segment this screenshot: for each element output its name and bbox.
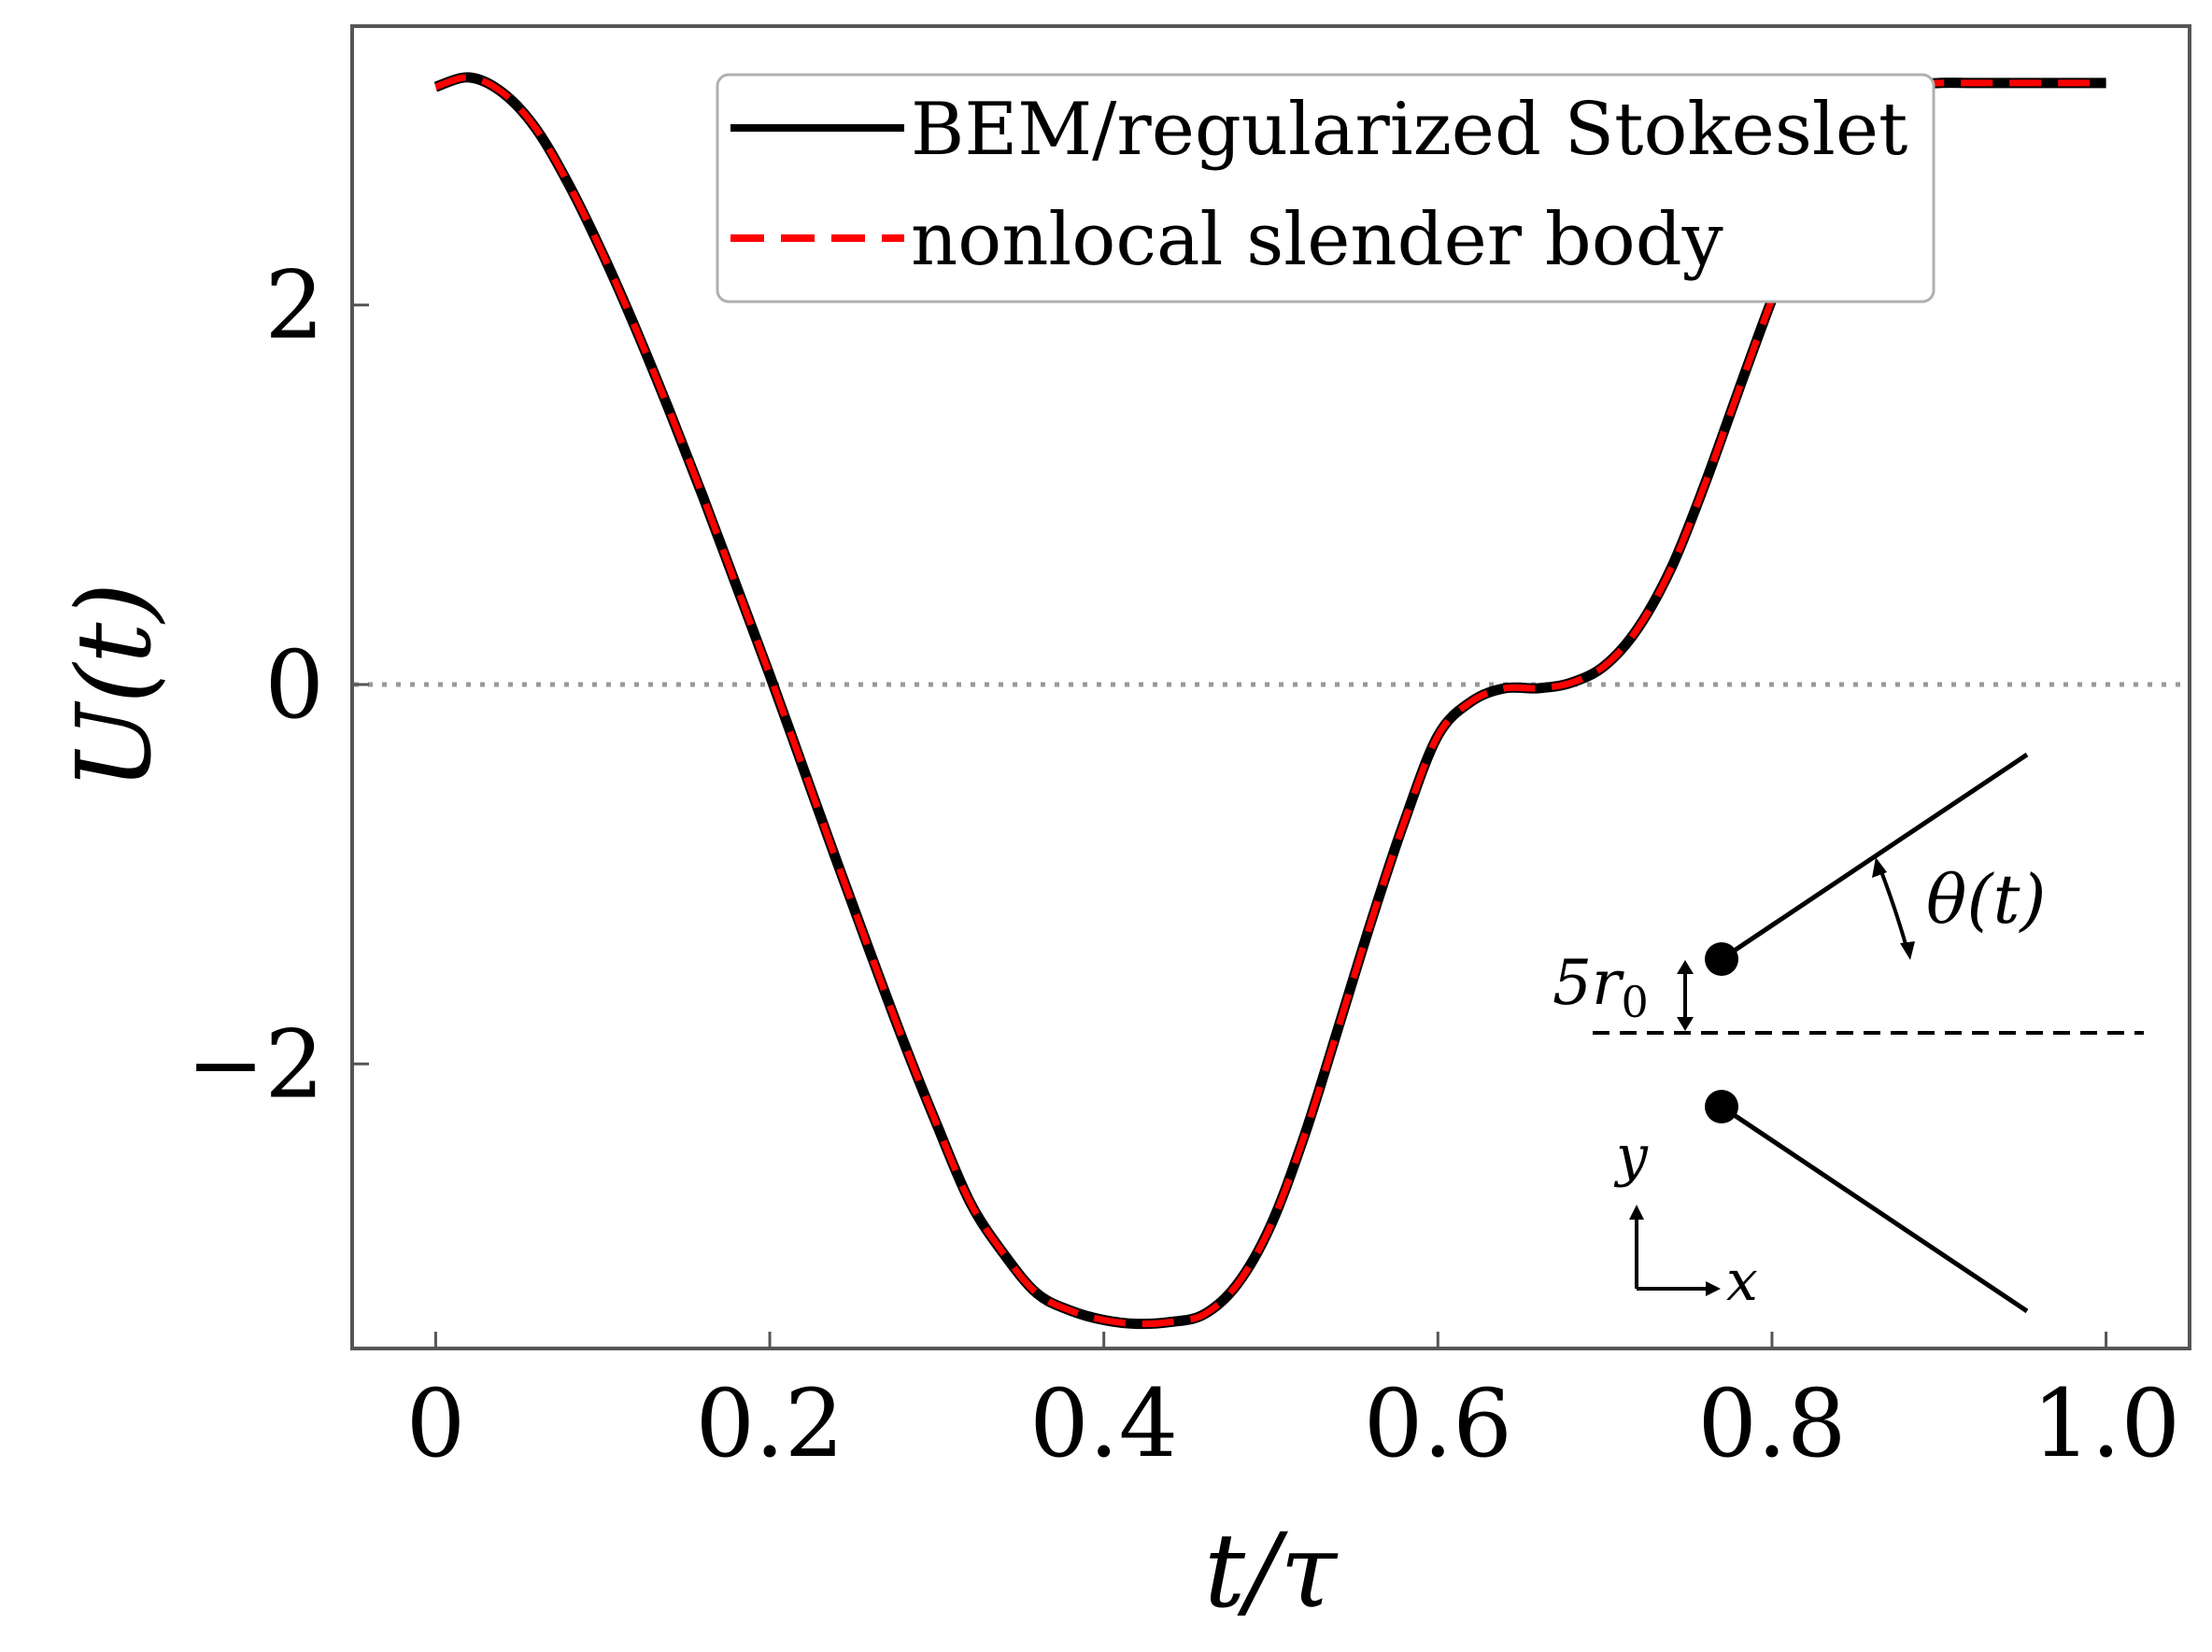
- x-tick-label: 0: [406, 1369, 466, 1478]
- y-axis-label: U(t): [54, 583, 174, 791]
- coord-x-arrow-head: [1706, 1281, 1721, 1296]
- angle-arc-head-top: [1872, 857, 1887, 878]
- axis-ticks: 0 0.2 0.4 0.6 0.8 1.0 2 0 −2: [187, 251, 2181, 1478]
- x-tick-label: 0.8: [1697, 1369, 1846, 1478]
- x-tick-label: 0.6: [1364, 1369, 1512, 1478]
- angle-label: θ(t): [1926, 860, 2046, 939]
- x-tick-label: 0.4: [1029, 1369, 1178, 1478]
- coord-y-arrow-head: [1629, 1205, 1644, 1220]
- coord-x-label: x: [1726, 1249, 1758, 1314]
- y-tick-label: −2: [187, 1010, 324, 1119]
- upper-filament-end-dot: [1705, 942, 1738, 976]
- coord-y-label: y: [1613, 1123, 1649, 1189]
- legend-label-bem: BEM/regularized Stokeslet: [911, 88, 1907, 172]
- y-tick-label: 2: [264, 251, 324, 360]
- gap-arrow-head-down: [1677, 1017, 1694, 1031]
- y-tick-label: 0: [264, 630, 324, 740]
- gap-label: 5r0: [1553, 947, 1649, 1027]
- gap-arrow-head-up: [1677, 960, 1694, 974]
- inset-schematic: 5r0 θ(t) y x: [1553, 752, 2144, 1314]
- x-axis-label: t/τ: [1204, 1511, 1339, 1631]
- x-tick-label: 1.0: [2032, 1369, 2180, 1478]
- legend: BEM/regularized Stokeslet nonlocal slend…: [716, 73, 1936, 304]
- x-tick-label: 0.2: [696, 1369, 844, 1478]
- angle-arc-head-bottom: [1900, 941, 1915, 960]
- lower-filament-end-dot: [1705, 1090, 1738, 1123]
- lower-filament: [1720, 1104, 2029, 1314]
- legend-label-slender-body: nonlocal slender body: [911, 198, 1723, 282]
- upper-filament: [1720, 752, 2029, 962]
- legend-box: [716, 73, 1936, 304]
